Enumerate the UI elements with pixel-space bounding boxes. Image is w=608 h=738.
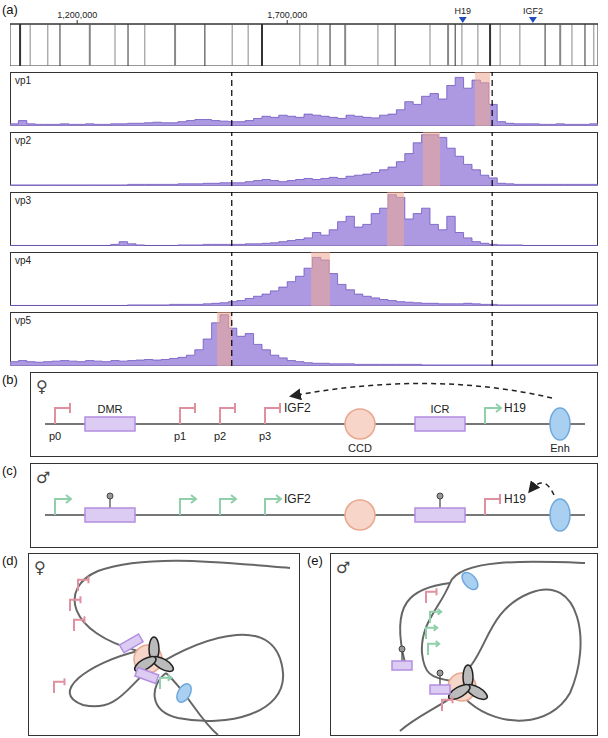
svg-text:DMR: DMR bbox=[97, 403, 122, 415]
html-text:(c): (c) bbox=[2, 463, 18, 478]
svg-text:♀: ♀ bbox=[34, 558, 46, 577]
html-text:(b): (b) bbox=[2, 372, 18, 387]
svg-text:♂: ♂ bbox=[36, 468, 50, 487]
svg-text:1,200,000: 1,200,000 bbox=[57, 10, 97, 20]
svg-text:♂: ♂ bbox=[336, 558, 350, 577]
svg-text:♀: ♀ bbox=[36, 377, 48, 396]
html-text:(e): (e) bbox=[307, 553, 323, 568]
html-text:vp1: vp1 bbox=[15, 75, 32, 86]
svg-text:p0: p0 bbox=[49, 430, 61, 442]
svg-text:CCD: CCD bbox=[348, 442, 372, 454]
svg-text:p2: p2 bbox=[214, 430, 226, 442]
html-text:vp3: vp3 bbox=[15, 195, 32, 206]
svg-text:1,700,000: 1,700,000 bbox=[267, 10, 307, 20]
svg-text:p3: p3 bbox=[259, 430, 271, 442]
svg-text:IGF2: IGF2 bbox=[284, 401, 311, 415]
html-text:vp4: vp4 bbox=[15, 255, 32, 266]
svg-text:p1: p1 bbox=[174, 430, 186, 442]
svg-text:IGF2: IGF2 bbox=[523, 6, 543, 16]
svg-text:Enh: Enh bbox=[550, 442, 570, 454]
svg-text:IGF2: IGF2 bbox=[284, 492, 311, 506]
html-text:vp2: vp2 bbox=[15, 135, 32, 146]
svg-text:H19: H19 bbox=[504, 401, 526, 415]
svg-text:ICR: ICR bbox=[431, 403, 450, 415]
html-text:vp5: vp5 bbox=[15, 315, 32, 326]
svg-text:H19: H19 bbox=[455, 6, 472, 16]
html-text:(d): (d) bbox=[2, 553, 18, 568]
svg-text:H19: H19 bbox=[504, 492, 526, 506]
html-text:(a): (a) bbox=[2, 2, 18, 17]
